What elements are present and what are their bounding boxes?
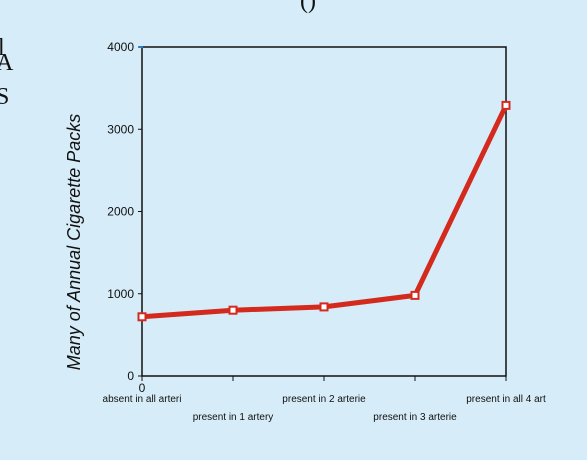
y-tick-label: 1000 [107,287,134,301]
x-zero-label: 0 [139,381,146,395]
x-category-label: present in all 4 art [466,394,546,405]
doc-fragment-top: () [300,0,316,14]
y-tick-label: 3000 [107,122,134,136]
x-category-label: present in 1 artery [193,412,274,423]
x-category-label: absent in all arteri [103,394,182,405]
data-point [501,100,511,110]
x-category-label: present in 3 arterie [373,412,457,423]
data-point [410,290,420,300]
series-group [137,100,511,322]
data-point [319,302,329,312]
series-line [139,102,509,320]
y-axis-title: Many of Annual Cigarette Packs [64,114,84,370]
doc-fragment-3: S [0,84,9,110]
data-point [137,312,147,322]
x-category-label: present in 2 arterie [282,394,366,405]
plot-frame [141,46,507,377]
y-tick-label: 4000 [107,40,134,54]
y-tick-label: 0 [127,369,134,383]
data-point [228,305,238,315]
y-tick-label: 2000 [107,205,134,219]
doc-fragment-2: A [0,50,14,76]
doc-fragment-1: l [0,35,5,61]
axis-ticks [138,46,507,381]
